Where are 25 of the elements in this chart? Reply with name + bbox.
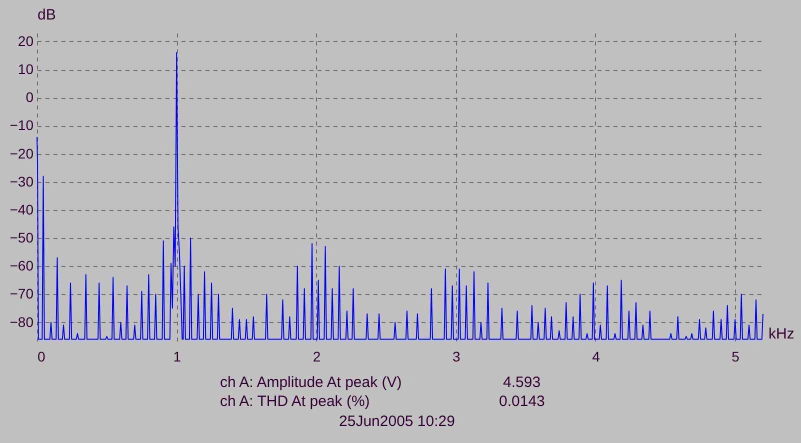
y-tick-label: 0: [26, 89, 34, 106]
x-tick-label: 0: [38, 348, 46, 364]
text: ch A: THD At peak (%): [220, 393, 370, 410]
y-tick-label: −40: [10, 201, 34, 218]
y-tick-label: 20: [18, 32, 34, 49]
y-tick-label: −60: [10, 258, 34, 274]
y-axis-title: dB: [38, 6, 56, 24]
y-tick-label: −80: [10, 314, 34, 330]
y-tick-label: −30: [10, 173, 34, 190]
x-tick-label: 4: [592, 348, 600, 364]
x-tick-label: 3: [452, 348, 460, 364]
line-series: [36, 52, 764, 340]
y-tick-label: 10: [18, 61, 34, 78]
y-tick-label: −50: [10, 230, 34, 246]
x-axis-title: kHz: [768, 326, 794, 342]
y-tick-label: −20: [10, 145, 34, 162]
text: 0.0143: [499, 393, 545, 410]
y-tick-label: −10: [10, 117, 34, 134]
x-tick-label: 5: [732, 348, 740, 364]
text: 25Jun2005 10:29: [339, 413, 455, 430]
text: 4.593: [503, 374, 541, 391]
x-tick-label: 1: [173, 348, 182, 364]
text: ch A: Amplitude At peak (V): [220, 374, 402, 391]
x-tick-label: 2: [312, 348, 321, 364]
y-tick-label: −70: [10, 286, 34, 302]
